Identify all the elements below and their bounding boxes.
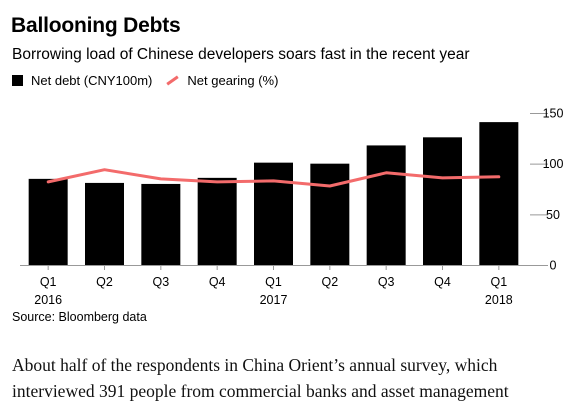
legend-item-net-gearing: Net gearing (%): [166, 73, 278, 88]
y-tick-label: 150: [543, 107, 564, 121]
net-debt-bar: [254, 162, 293, 265]
y-tick-label: 100: [543, 157, 564, 171]
legend-label-net-debt: Net debt (CNY100m): [31, 73, 153, 88]
y-tick-label: 50: [546, 208, 560, 222]
x-tick-year-label: 2018: [485, 293, 513, 307]
chart-legend: Net debt (CNY100m) Net gearing (%): [12, 73, 292, 88]
x-tick-year-label: 2016: [34, 293, 62, 307]
chart-subtitle: Borrowing load of Chinese developers soa…: [12, 46, 470, 63]
net-debt-bar: [28, 178, 68, 265]
article-line-1: About half of the respondents in China O…: [12, 355, 498, 375]
net-debt-bar: [366, 145, 406, 265]
y-tick-label: 0: [550, 259, 557, 273]
x-tick-year-label: 2017: [260, 293, 288, 307]
source-note: Source: Bloomberg data: [12, 310, 147, 324]
legend-bar-swatch: [12, 75, 23, 86]
article-line-2: interviewed 391 people from commercial b…: [12, 381, 509, 401]
article-text: About half of the respondents in China O…: [12, 352, 568, 404]
x-tick-label: Q2: [321, 275, 338, 289]
x-tick-label: Q3: [378, 275, 395, 289]
net-debt-bar: [141, 183, 181, 265]
x-tick-label: Q4: [434, 275, 451, 289]
net-debt-bar: [479, 122, 519, 266]
legend-item-net-debt: Net debt (CNY100m): [12, 73, 152, 88]
x-tick-label: Q1: [265, 275, 282, 289]
net-gearing-line: [46, 168, 501, 188]
x-tick-label: Q1: [490, 275, 507, 289]
net-debt-bar: [423, 137, 462, 265]
x-tick-label: Q2: [96, 275, 113, 289]
net-debt-bar: [197, 177, 237, 265]
legend-label-net-gearing: Net gearing (%): [187, 73, 279, 88]
x-tick-label: Q4: [209, 275, 226, 289]
x-tick-label: Q1: [40, 275, 57, 289]
x-tick-label: Q3: [152, 275, 169, 289]
net-debt-bar: [85, 182, 124, 265]
net-debt-bar: [310, 163, 350, 265]
chart-plot: 0 50 100 150 Q1 2016 Q2 Q3 Q4 Q1 2017 Q2 Q3 Q4 Q1 2018: [20, 107, 564, 307]
chart-title: Ballooning Debts: [11, 14, 181, 37]
